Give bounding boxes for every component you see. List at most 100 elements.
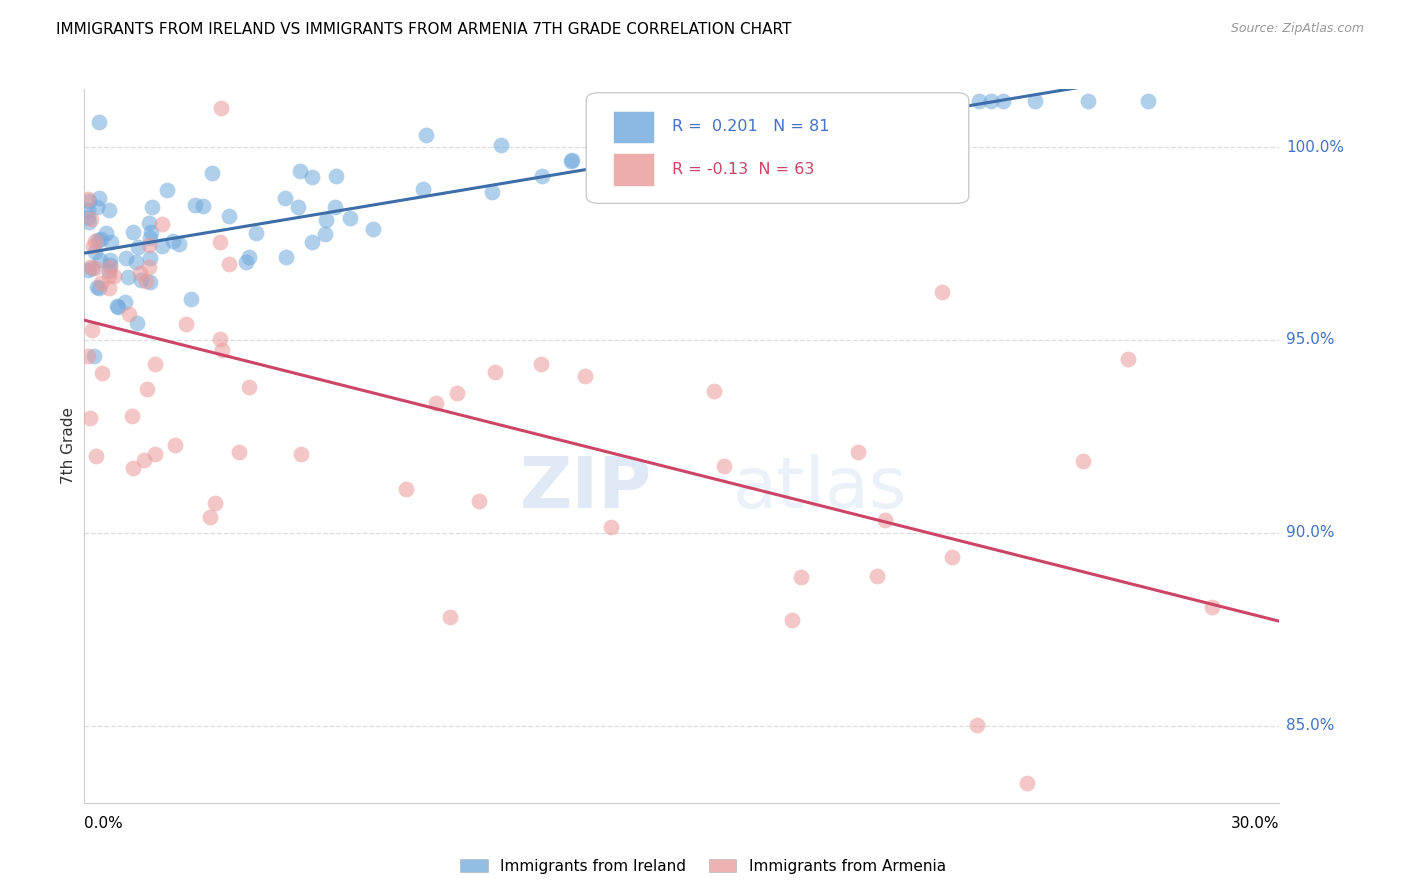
- Point: [141, 225, 163, 239]
- Point: [91, 367, 114, 381]
- Point: [1017, 776, 1039, 790]
- Point: [174, 317, 197, 331]
- Point: [98, 268, 121, 283]
- Point: [880, 111, 903, 125]
- Point: [600, 520, 623, 534]
- Point: [105, 299, 128, 313]
- Point: [314, 227, 336, 241]
- Point: [1073, 454, 1095, 468]
- Point: [98, 260, 121, 274]
- Point: [117, 270, 139, 285]
- Point: [80, 323, 103, 337]
- Point: [90, 232, 112, 246]
- Point: [77, 192, 100, 206]
- Point: [325, 169, 347, 183]
- Point: [180, 292, 202, 306]
- Text: Source: ZipAtlas.com: Source: ZipAtlas.com: [1230, 22, 1364, 36]
- Point: [290, 164, 312, 178]
- Point: [489, 137, 512, 152]
- Text: 100.0%: 100.0%: [1286, 139, 1344, 154]
- Point: [77, 349, 100, 363]
- Point: [98, 203, 121, 218]
- Point: [467, 494, 489, 508]
- Point: [79, 410, 101, 425]
- Legend: Immigrants from Ireland, Immigrants from Armenia: Immigrants from Ireland, Immigrants from…: [454, 853, 952, 880]
- Point: [201, 165, 224, 179]
- Point: [1136, 94, 1159, 108]
- Point: [84, 245, 107, 260]
- Point: [100, 235, 122, 249]
- Point: [83, 349, 105, 363]
- Point: [84, 449, 107, 463]
- Point: [77, 210, 100, 224]
- Y-axis label: 7th Grade: 7th Grade: [60, 408, 76, 484]
- Point: [287, 200, 309, 214]
- Point: [782, 613, 804, 627]
- Point: [931, 285, 953, 299]
- Point: [198, 509, 221, 524]
- Point: [967, 94, 990, 108]
- Point: [83, 235, 105, 249]
- Point: [138, 216, 160, 230]
- Point: [139, 276, 162, 290]
- Point: [574, 369, 596, 384]
- Point: [167, 236, 190, 251]
- Point: [135, 274, 157, 288]
- Point: [866, 569, 889, 583]
- Point: [103, 268, 125, 283]
- Point: [89, 253, 111, 268]
- Point: [100, 259, 122, 273]
- Point: [121, 409, 143, 424]
- Point: [141, 200, 163, 214]
- Text: atlas: atlas: [733, 454, 907, 524]
- Point: [395, 483, 418, 497]
- Point: [115, 252, 138, 266]
- Point: [107, 300, 129, 314]
- Point: [87, 191, 110, 205]
- Point: [315, 213, 337, 227]
- Point: [86, 200, 108, 214]
- Point: [80, 212, 103, 227]
- Point: [1201, 599, 1223, 614]
- Point: [412, 182, 434, 196]
- Point: [87, 115, 110, 129]
- Point: [98, 281, 121, 295]
- Point: [323, 200, 346, 214]
- Point: [980, 94, 1002, 108]
- Point: [425, 395, 447, 409]
- Point: [1116, 351, 1139, 366]
- Point: [1024, 94, 1046, 108]
- Text: 95.0%: 95.0%: [1286, 333, 1334, 347]
- Point: [589, 170, 612, 185]
- Point: [77, 194, 100, 209]
- Text: 90.0%: 90.0%: [1286, 525, 1334, 541]
- Point: [966, 718, 988, 732]
- Point: [209, 332, 232, 346]
- Point: [143, 447, 166, 461]
- Point: [122, 225, 145, 239]
- Point: [114, 294, 136, 309]
- FancyBboxPatch shape: [586, 93, 969, 203]
- Point: [941, 94, 963, 108]
- Point: [339, 211, 361, 225]
- Text: R =  0.201   N = 81: R = 0.201 N = 81: [672, 119, 830, 134]
- Bar: [613, 153, 654, 186]
- Point: [87, 281, 110, 295]
- Point: [245, 226, 267, 240]
- Point: [86, 280, 108, 294]
- Point: [439, 609, 461, 624]
- Bar: [613, 111, 654, 143]
- Point: [156, 183, 179, 197]
- Point: [129, 266, 152, 280]
- Point: [361, 222, 384, 236]
- Point: [80, 260, 103, 275]
- Point: [235, 255, 257, 269]
- Point: [79, 260, 101, 274]
- Point: [138, 237, 160, 252]
- Point: [209, 235, 232, 249]
- Point: [150, 239, 173, 253]
- Point: [238, 380, 260, 394]
- Point: [730, 165, 752, 179]
- Point: [121, 460, 143, 475]
- Point: [100, 252, 122, 267]
